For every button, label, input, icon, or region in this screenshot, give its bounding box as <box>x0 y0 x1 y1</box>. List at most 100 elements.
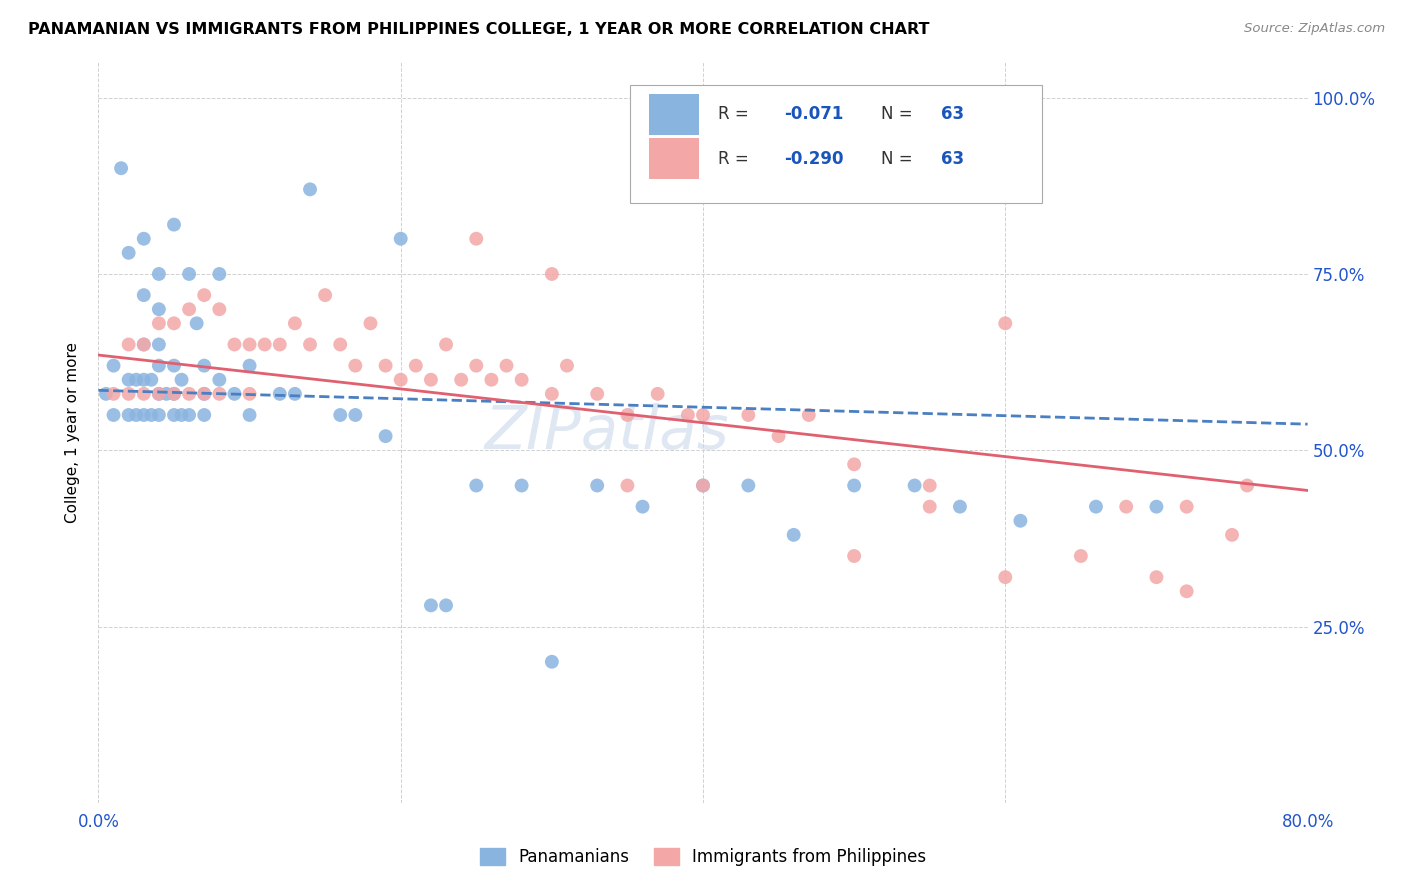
Point <box>193 288 215 302</box>
Point <box>299 182 322 196</box>
Point <box>132 408 155 422</box>
Point <box>132 337 155 351</box>
Point <box>253 337 276 351</box>
Point <box>125 373 148 387</box>
Y-axis label: College, 1 year or more: College, 1 year or more <box>65 343 80 523</box>
Point <box>132 337 155 351</box>
Point <box>163 359 186 373</box>
Point <box>344 359 367 373</box>
Point <box>510 478 533 492</box>
Point <box>186 316 208 330</box>
Point <box>616 478 638 492</box>
Point <box>148 267 170 281</box>
Point <box>110 161 132 176</box>
Point <box>224 387 246 401</box>
Point <box>208 302 231 317</box>
Point <box>148 316 170 330</box>
Point <box>208 373 231 387</box>
Point <box>918 500 941 514</box>
Point <box>269 387 291 401</box>
Point <box>239 359 262 373</box>
Point <box>148 359 170 373</box>
Point <box>1144 570 1167 584</box>
Point <box>1175 500 1198 514</box>
Point <box>692 478 714 492</box>
Point <box>141 373 163 387</box>
Point <box>434 599 457 613</box>
Text: R =: R = <box>717 150 754 168</box>
Point <box>329 337 352 351</box>
Point <box>193 387 215 401</box>
Point <box>1175 584 1198 599</box>
Point <box>481 373 503 387</box>
Text: Source: ZipAtlas.com: Source: ZipAtlas.com <box>1244 22 1385 36</box>
Point <box>148 337 170 351</box>
Point <box>692 478 714 492</box>
Point <box>450 373 472 387</box>
Point <box>540 267 562 281</box>
Point <box>616 408 638 422</box>
Point <box>904 478 927 492</box>
Point <box>510 373 533 387</box>
Point <box>495 359 517 373</box>
Point <box>540 387 562 401</box>
Point <box>94 387 117 401</box>
Point <box>163 387 186 401</box>
Text: 63: 63 <box>941 150 965 168</box>
Point <box>768 429 790 443</box>
Text: PANAMANIAN VS IMMIGRANTS FROM PHILIPPINES COLLEGE, 1 YEAR OR MORE CORRELATION CH: PANAMANIAN VS IMMIGRANTS FROM PHILIPPINE… <box>28 22 929 37</box>
FancyBboxPatch shape <box>630 85 1042 203</box>
Text: N =: N = <box>880 105 918 123</box>
Point <box>1070 549 1092 563</box>
Point <box>631 500 654 514</box>
Point <box>994 316 1017 330</box>
Point <box>465 232 488 246</box>
Text: 63: 63 <box>941 105 965 123</box>
Point <box>389 232 412 246</box>
Point <box>148 302 170 317</box>
Point <box>179 408 201 422</box>
Point <box>125 408 148 422</box>
Point <box>170 408 193 422</box>
Point <box>692 408 714 422</box>
Point <box>103 408 125 422</box>
Point <box>179 267 201 281</box>
Point <box>783 528 806 542</box>
Point <box>118 373 141 387</box>
Point <box>193 387 215 401</box>
Point <box>118 245 141 260</box>
Point <box>918 478 941 492</box>
Point <box>179 387 201 401</box>
Point <box>239 387 262 401</box>
Legend: Panamanians, Immigrants from Philippines: Panamanians, Immigrants from Philippines <box>471 840 935 875</box>
Point <box>224 337 246 351</box>
Point <box>844 458 866 472</box>
Point <box>284 316 307 330</box>
Point <box>737 408 759 422</box>
Text: ZIPatlas: ZIPatlas <box>484 403 728 462</box>
Point <box>103 359 125 373</box>
Point <box>314 288 336 302</box>
Point <box>647 387 669 401</box>
Point <box>118 337 141 351</box>
Point <box>344 408 367 422</box>
Point <box>132 373 155 387</box>
Point <box>737 478 759 492</box>
Point <box>465 478 488 492</box>
Point <box>148 387 170 401</box>
Point <box>118 387 141 401</box>
Point <box>163 408 186 422</box>
Point <box>374 429 396 443</box>
Point <box>540 655 562 669</box>
Point <box>844 549 866 563</box>
Point <box>269 337 291 351</box>
Point <box>1220 528 1243 542</box>
Point <box>994 570 1017 584</box>
Point <box>132 232 155 246</box>
Point <box>163 316 186 330</box>
Point <box>1236 478 1258 492</box>
Point <box>170 373 193 387</box>
Point <box>141 408 163 422</box>
Point <box>103 387 125 401</box>
Point <box>284 387 307 401</box>
